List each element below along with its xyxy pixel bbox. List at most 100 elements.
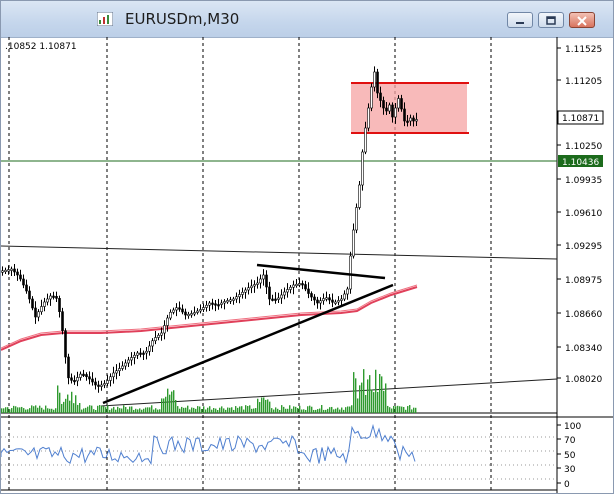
volume-bar [291,408,293,413]
volume-bar [327,408,329,413]
minimize-button[interactable] [507,12,533,28]
candle-body [115,370,118,374]
volume-bar [219,407,221,413]
long-trendline-upper[interactable] [1,245,558,260]
volume-bar [283,406,285,413]
volume-bar [407,406,409,413]
volume-bar [339,409,341,413]
candle-body [205,304,208,308]
volume-bar [309,405,311,413]
restore-button[interactable] [538,12,564,28]
volume-bar [379,373,381,413]
title-bar[interactable]: EURUSDm,M30 [1,1,613,38]
candle-body [19,274,22,280]
volume-bar [51,408,53,413]
candle-body [325,297,328,300]
volume-bar [385,383,387,413]
volume-bar [357,398,359,413]
candle-body [403,108,406,122]
candle-body [202,307,205,310]
volume-bar [225,409,227,413]
volume-bar [299,405,301,413]
volume-bar [305,409,307,413]
window-title: EURUSDm,M30 [125,10,240,28]
candle-body [190,313,193,316]
candle-body [133,354,136,358]
candle-body [313,296,316,301]
volume-bar [319,408,321,413]
close-button[interactable] [569,12,595,28]
volume-bar [127,409,129,413]
volume-bar [377,391,379,413]
volume-bar [101,405,103,413]
candle-body [259,278,262,284]
volume-bar [245,405,247,413]
candle-body [34,307,37,318]
candle-body [157,334,160,338]
candle-body [118,368,121,372]
volume-bar [325,409,327,413]
candle-body [265,274,268,288]
price-chart[interactable]: .10852 1.10871 1.115251.112051.105701.10… [1,37,613,493]
volume-bar [177,406,179,413]
volume-bar [175,399,177,413]
ohlc-readout: .10852 1.10871 [5,42,77,52]
volume-bar [25,409,27,413]
volume-bar [41,407,43,413]
volume-bar [95,409,97,413]
candle-body [352,229,355,257]
long-trendline-lower[interactable] [100,378,558,407]
volume-bar [403,407,405,413]
volume-bar [317,409,319,413]
candle-body [376,71,379,94]
price-tick-label: 1.09610 [565,209,602,219]
volume-bar [185,407,187,413]
volume-bar [215,408,217,413]
candle-body [292,284,295,288]
volume-bar [163,398,165,413]
candle-body [340,298,343,301]
ascending-trendline[interactable] [102,283,394,405]
volume-bar [167,388,169,413]
candle-body [271,298,274,301]
volume-bar [71,391,73,413]
candle-body [85,374,88,378]
volume-bar [135,408,137,413]
candle-body [268,286,271,300]
candle-body [76,377,79,382]
volume-bar [49,408,51,413]
candle-body [88,376,91,380]
price-scale: 1.115251.112051.105701.102501.099351.096… [557,45,602,385]
volume-bar [15,406,17,413]
candle-body [262,274,265,280]
volume-bar [281,405,283,413]
volume-bar [243,409,245,413]
candle-body [55,296,58,299]
price-tick-label: 1.08020 [565,375,602,385]
candle-body [397,98,400,109]
volume-bar [59,392,61,413]
volume-bar [275,407,277,413]
candle-body [241,291,244,295]
price-tick-label: 1.08660 [565,310,602,320]
volume-bar [87,406,89,413]
candle-body [61,311,64,331]
volume-bar [251,408,253,413]
volume-bar [83,408,85,413]
candle-body [229,299,232,302]
volume-bar [133,409,135,413]
current-price-tag: 1.10871 [557,110,604,125]
volume-bar [143,408,145,413]
volume-bar [153,409,155,413]
moving-average-shadow [1,284,418,349]
volume-bar [113,406,115,413]
descending-trendline[interactable] [256,263,386,280]
volume-bar [415,407,417,413]
candle-body [253,284,256,287]
volume-bar [255,408,257,413]
candle-body [331,299,334,303]
candle-body [298,283,301,286]
volume-bar [259,402,261,413]
volume-bar [207,407,209,413]
chart-area[interactable]: .10852 1.10871 1.115251.112051.105701.10… [1,37,613,493]
